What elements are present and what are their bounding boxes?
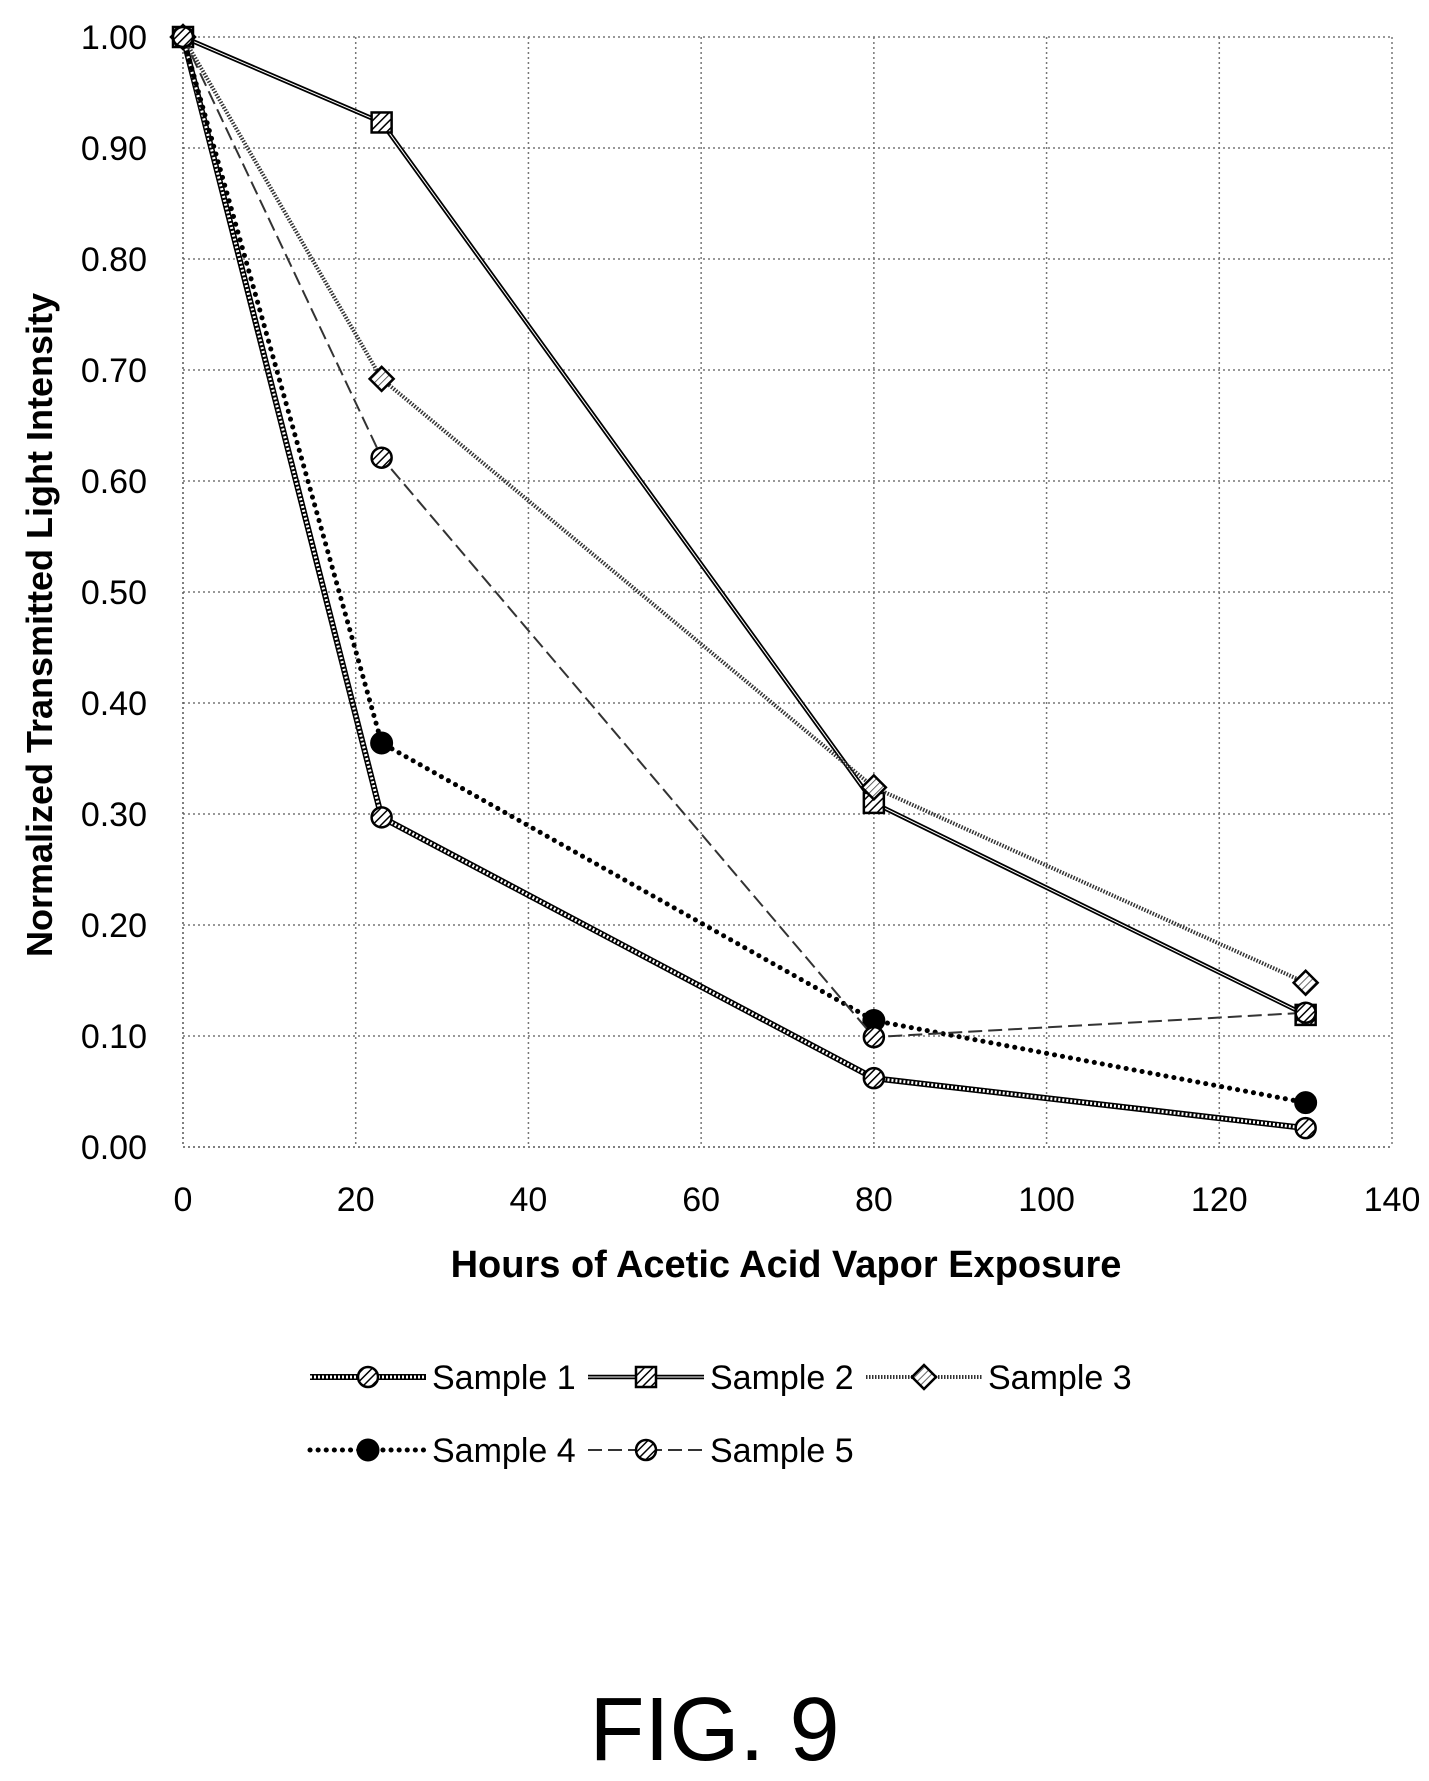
series-2-line-inner bbox=[182, 36, 1306, 1016]
series-4 bbox=[171, 25, 1318, 1115]
legend-item: Sample 1 bbox=[310, 1359, 576, 1397]
tick-labels: 0.00 0.10 0.20 0.30 0.40 0.50 0.60 0.70 0.80 0.90… bbox=[81, 19, 1421, 1219]
x-tick-label: 60 bbox=[682, 1181, 720, 1219]
series-2-point bbox=[370, 111, 393, 134]
legend-label: Sample 2 bbox=[710, 1359, 854, 1397]
y-tick-label: 0.00 bbox=[81, 1129, 147, 1167]
y-tick-label: 0.80 bbox=[81, 241, 147, 279]
legend-label: Sample 3 bbox=[988, 1359, 1132, 1397]
legend-item: Sample 2 bbox=[588, 1359, 854, 1397]
x-tick-label: 20 bbox=[337, 1181, 375, 1219]
x-tick-label: 120 bbox=[1191, 1181, 1248, 1219]
series-1-point bbox=[370, 806, 393, 829]
legend-item: Sample 5 bbox=[588, 1432, 854, 1470]
series-2 bbox=[171, 25, 1317, 1027]
gridlines bbox=[183, 36, 1393, 1147]
x-tick-label: 100 bbox=[1018, 1181, 1075, 1219]
y-axis-label: Normalized Transmitted Light Intensity bbox=[19, 292, 60, 958]
series-1-line-hatch bbox=[181, 36, 1306, 1130]
y-tick-label: 0.20 bbox=[81, 907, 147, 945]
series-3-point bbox=[860, 773, 888, 802]
series-5-point bbox=[370, 446, 393, 469]
series-1 bbox=[171, 25, 1317, 1140]
x-tick-label: 0 bbox=[174, 1181, 193, 1219]
series-2-line bbox=[182, 34, 1307, 1017]
legend-marker-5 bbox=[634, 1438, 658, 1462]
series-4-line bbox=[180, 34, 1309, 1106]
series-5-point bbox=[1294, 1001, 1317, 1024]
y-tick-label: 0.50 bbox=[81, 574, 147, 612]
series-3-point bbox=[367, 365, 396, 393]
series-group bbox=[169, 23, 1320, 1140]
y-tick-label: 0.40 bbox=[81, 685, 147, 723]
series-5-line bbox=[182, 36, 1306, 1039]
legend-marker-1 bbox=[356, 1365, 380, 1389]
legend: Sample 1 Sample 2 Sample 3 Sample 4 Sample 5 bbox=[307, 1359, 1132, 1470]
y-tick-label: 0.10 bbox=[81, 1018, 147, 1056]
series-5 bbox=[171, 25, 1317, 1049]
legend-marker-4 bbox=[356, 1438, 380, 1462]
legend-marker-2 bbox=[634, 1365, 658, 1389]
x-tick-label: 40 bbox=[510, 1181, 548, 1219]
y-tick-label: 0.60 bbox=[81, 463, 147, 501]
series-3-point bbox=[1291, 968, 1320, 997]
legend-label: Sample 4 bbox=[432, 1432, 576, 1470]
series-4-point bbox=[1294, 1091, 1318, 1115]
legend-item: Sample 4 bbox=[307, 1432, 576, 1470]
legend-label: Sample 1 bbox=[432, 1359, 576, 1397]
y-tick-label: 1.00 bbox=[81, 19, 147, 57]
series-4-point bbox=[370, 731, 394, 755]
x-tick-label: 80 bbox=[855, 1181, 893, 1219]
series-3-line bbox=[181, 35, 1307, 985]
series-5-point bbox=[862, 1025, 886, 1049]
legend-label: Sample 5 bbox=[710, 1432, 854, 1470]
series-3 bbox=[169, 23, 1320, 997]
series-1-point bbox=[1294, 1116, 1317, 1140]
series-1-line bbox=[180, 36, 1306, 1132]
legend-item: Sample 3 bbox=[866, 1359, 1132, 1397]
y-tick-label: 0.30 bbox=[81, 796, 147, 834]
x-axis-label: Hours of Acetic Acid Vapor Exposure bbox=[451, 1244, 1122, 1286]
legend-marker-3 bbox=[910, 1363, 938, 1391]
x-tick-label: 140 bbox=[1364, 1181, 1421, 1219]
series-1-point bbox=[862, 1066, 886, 1090]
series-5-point bbox=[171, 25, 195, 49]
y-tick-label: 0.90 bbox=[81, 130, 147, 168]
figure-caption: FIG. 9 bbox=[589, 1680, 840, 1780]
axes bbox=[182, 37, 1392, 1148]
y-tick-label: 0.70 bbox=[81, 352, 147, 390]
